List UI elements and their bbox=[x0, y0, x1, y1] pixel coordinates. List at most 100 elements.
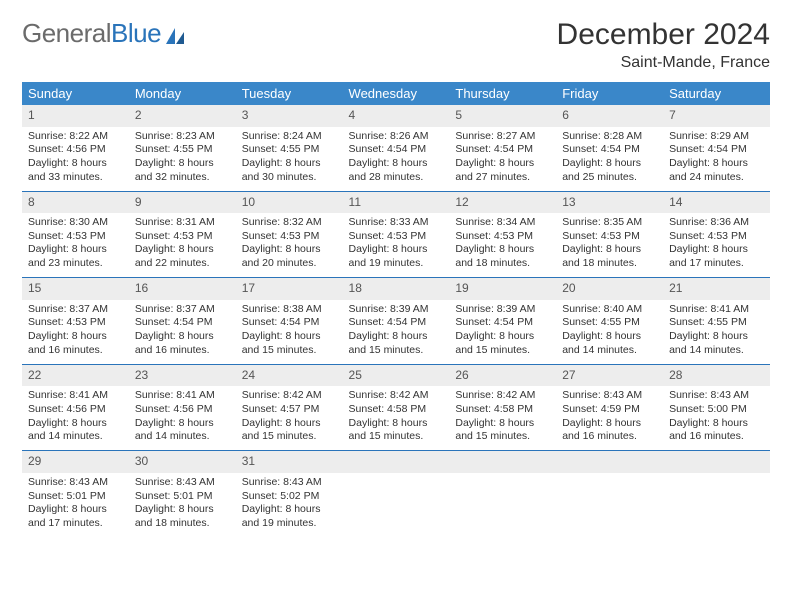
day-body: Sunrise: 8:39 AMSunset: 4:54 PMDaylight:… bbox=[449, 300, 556, 364]
day-body: Sunrise: 8:24 AMSunset: 4:55 PMDaylight:… bbox=[236, 127, 343, 191]
sunset-text: Sunset: 4:54 PM bbox=[562, 143, 657, 157]
daylight-text: Daylight: 8 hours and 18 minutes. bbox=[562, 243, 657, 270]
sunset-text: Sunset: 4:54 PM bbox=[242, 316, 337, 330]
daylight-text: Daylight: 8 hours and 14 minutes. bbox=[669, 330, 764, 357]
sunrise-text: Sunrise: 8:32 AM bbox=[242, 216, 337, 230]
day-body: Sunrise: 8:41 AMSunset: 4:55 PMDaylight:… bbox=[663, 300, 770, 364]
calendar-cell: 30Sunrise: 8:43 AMSunset: 5:01 PMDayligh… bbox=[129, 451, 236, 537]
calendar-cell: 5Sunrise: 8:27 AMSunset: 4:54 PMDaylight… bbox=[449, 105, 556, 191]
calendar-cell bbox=[556, 451, 663, 537]
calendar-cell bbox=[343, 451, 450, 537]
day-number: 20 bbox=[556, 278, 663, 300]
day-body: Sunrise: 8:31 AMSunset: 4:53 PMDaylight:… bbox=[129, 213, 236, 277]
calendar-cell: 4Sunrise: 8:26 AMSunset: 4:54 PMDaylight… bbox=[343, 105, 450, 191]
daylight-text: Daylight: 8 hours and 20 minutes. bbox=[242, 243, 337, 270]
sunrise-text: Sunrise: 8:23 AM bbox=[135, 130, 230, 144]
day-number: 2 bbox=[129, 105, 236, 127]
day-body: Sunrise: 8:40 AMSunset: 4:55 PMDaylight:… bbox=[556, 300, 663, 364]
day-body: Sunrise: 8:43 AMSunset: 5:01 PMDaylight:… bbox=[129, 473, 236, 537]
day-body: Sunrise: 8:28 AMSunset: 4:54 PMDaylight:… bbox=[556, 127, 663, 191]
calendar-cell: 29Sunrise: 8:43 AMSunset: 5:01 PMDayligh… bbox=[22, 451, 129, 537]
sunset-text: Sunset: 4:55 PM bbox=[242, 143, 337, 157]
calendar-cell: 9Sunrise: 8:31 AMSunset: 4:53 PMDaylight… bbox=[129, 191, 236, 278]
sunrise-text: Sunrise: 8:41 AM bbox=[28, 389, 123, 403]
sunset-text: Sunset: 4:53 PM bbox=[669, 230, 764, 244]
day-body: Sunrise: 8:39 AMSunset: 4:54 PMDaylight:… bbox=[343, 300, 450, 364]
day-number: 25 bbox=[343, 365, 450, 387]
location-label: Saint-Mande, France bbox=[557, 54, 770, 72]
daylight-text: Daylight: 8 hours and 15 minutes. bbox=[349, 417, 444, 444]
calendar-table: Sunday Monday Tuesday Wednesday Thursday… bbox=[22, 82, 770, 537]
calendar-cell: 31Sunrise: 8:43 AMSunset: 5:02 PMDayligh… bbox=[236, 451, 343, 537]
sunrise-text: Sunrise: 8:38 AM bbox=[242, 303, 337, 317]
daylight-text: Daylight: 8 hours and 23 minutes. bbox=[28, 243, 123, 270]
day-number: 13 bbox=[556, 192, 663, 214]
calendar-cell: 20Sunrise: 8:40 AMSunset: 4:55 PMDayligh… bbox=[556, 278, 663, 365]
sunrise-text: Sunrise: 8:26 AM bbox=[349, 130, 444, 144]
day-body: Sunrise: 8:43 AMSunset: 4:59 PMDaylight:… bbox=[556, 386, 663, 450]
day-number: 6 bbox=[556, 105, 663, 127]
daylight-text: Daylight: 8 hours and 32 minutes. bbox=[135, 157, 230, 184]
sunrise-text: Sunrise: 8:29 AM bbox=[669, 130, 764, 144]
sunset-text: Sunset: 4:53 PM bbox=[349, 230, 444, 244]
day-body: Sunrise: 8:22 AMSunset: 4:56 PMDaylight:… bbox=[22, 127, 129, 191]
day-body: Sunrise: 8:23 AMSunset: 4:55 PMDaylight:… bbox=[129, 127, 236, 191]
sunset-text: Sunset: 4:54 PM bbox=[669, 143, 764, 157]
sunset-text: Sunset: 5:01 PM bbox=[135, 490, 230, 504]
daylight-text: Daylight: 8 hours and 18 minutes. bbox=[455, 243, 550, 270]
calendar-cell: 24Sunrise: 8:42 AMSunset: 4:57 PMDayligh… bbox=[236, 364, 343, 451]
daylight-text: Daylight: 8 hours and 14 minutes. bbox=[562, 330, 657, 357]
logo-word2: Blue bbox=[111, 18, 161, 49]
sunrise-text: Sunrise: 8:39 AM bbox=[455, 303, 550, 317]
sunrise-text: Sunrise: 8:43 AM bbox=[669, 389, 764, 403]
calendar-cell: 15Sunrise: 8:37 AMSunset: 4:53 PMDayligh… bbox=[22, 278, 129, 365]
day-body: Sunrise: 8:43 AMSunset: 5:01 PMDaylight:… bbox=[22, 473, 129, 537]
calendar-cell: 7Sunrise: 8:29 AMSunset: 4:54 PMDaylight… bbox=[663, 105, 770, 191]
calendar-cell: 10Sunrise: 8:32 AMSunset: 4:53 PMDayligh… bbox=[236, 191, 343, 278]
dow-sat: Saturday bbox=[663, 82, 770, 105]
day-number: 11 bbox=[343, 192, 450, 214]
sunrise-text: Sunrise: 8:27 AM bbox=[455, 130, 550, 144]
day-body: Sunrise: 8:35 AMSunset: 4:53 PMDaylight:… bbox=[556, 213, 663, 277]
daylight-text: Daylight: 8 hours and 17 minutes. bbox=[28, 503, 123, 530]
calendar-cell: 11Sunrise: 8:33 AMSunset: 4:53 PMDayligh… bbox=[343, 191, 450, 278]
day-body: Sunrise: 8:33 AMSunset: 4:53 PMDaylight:… bbox=[343, 213, 450, 277]
sunrise-text: Sunrise: 8:33 AM bbox=[349, 216, 444, 230]
sunset-text: Sunset: 5:01 PM bbox=[28, 490, 123, 504]
dow-tue: Tuesday bbox=[236, 82, 343, 105]
calendar-cell: 21Sunrise: 8:41 AMSunset: 4:55 PMDayligh… bbox=[663, 278, 770, 365]
day-body: Sunrise: 8:32 AMSunset: 4:53 PMDaylight:… bbox=[236, 213, 343, 277]
day-body: Sunrise: 8:36 AMSunset: 4:53 PMDaylight:… bbox=[663, 213, 770, 277]
title-block: December 2024 Saint-Mande, France bbox=[557, 18, 770, 72]
calendar-cell: 27Sunrise: 8:43 AMSunset: 4:59 PMDayligh… bbox=[556, 364, 663, 451]
page-title: December 2024 bbox=[557, 18, 770, 52]
day-number bbox=[343, 451, 450, 473]
sunset-text: Sunset: 4:54 PM bbox=[455, 143, 550, 157]
sunset-text: Sunset: 4:53 PM bbox=[455, 230, 550, 244]
sunrise-text: Sunrise: 8:43 AM bbox=[562, 389, 657, 403]
day-body: Sunrise: 8:30 AMSunset: 4:53 PMDaylight:… bbox=[22, 213, 129, 277]
day-number: 15 bbox=[22, 278, 129, 300]
calendar-cell: 6Sunrise: 8:28 AMSunset: 4:54 PMDaylight… bbox=[556, 105, 663, 191]
logo-word1: General bbox=[22, 18, 111, 49]
calendar-cell: 23Sunrise: 8:41 AMSunset: 4:56 PMDayligh… bbox=[129, 364, 236, 451]
calendar-cell: 19Sunrise: 8:39 AMSunset: 4:54 PMDayligh… bbox=[449, 278, 556, 365]
calendar-cell: 14Sunrise: 8:36 AMSunset: 4:53 PMDayligh… bbox=[663, 191, 770, 278]
day-body: Sunrise: 8:42 AMSunset: 4:58 PMDaylight:… bbox=[343, 386, 450, 450]
daylight-text: Daylight: 8 hours and 16 minutes. bbox=[135, 330, 230, 357]
day-number: 3 bbox=[236, 105, 343, 127]
daylight-text: Daylight: 8 hours and 25 minutes. bbox=[562, 157, 657, 184]
day-body: Sunrise: 8:37 AMSunset: 4:54 PMDaylight:… bbox=[129, 300, 236, 364]
sunset-text: Sunset: 5:02 PM bbox=[242, 490, 337, 504]
calendar-cell: 26Sunrise: 8:42 AMSunset: 4:58 PMDayligh… bbox=[449, 364, 556, 451]
sunrise-text: Sunrise: 8:40 AM bbox=[562, 303, 657, 317]
day-number: 7 bbox=[663, 105, 770, 127]
sunset-text: Sunset: 4:56 PM bbox=[135, 403, 230, 417]
day-number: 21 bbox=[663, 278, 770, 300]
logo: GeneralBlue bbox=[22, 18, 186, 49]
day-number: 29 bbox=[22, 451, 129, 473]
sunrise-text: Sunrise: 8:31 AM bbox=[135, 216, 230, 230]
day-body bbox=[449, 473, 556, 537]
day-body bbox=[343, 473, 450, 537]
sunrise-text: Sunrise: 8:42 AM bbox=[242, 389, 337, 403]
